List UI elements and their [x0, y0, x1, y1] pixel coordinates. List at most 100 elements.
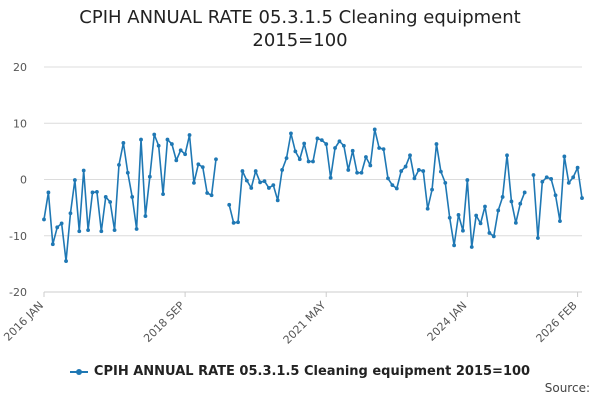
- data-point: [205, 191, 210, 195]
- data-point: [311, 159, 315, 164]
- data-point: [447, 215, 452, 220]
- data-point: [483, 204, 487, 209]
- x-tick-label: 2026 FEB: [534, 299, 580, 345]
- data-point: [284, 156, 289, 161]
- data-point: [77, 229, 82, 234]
- legend[interactable]: CPIH ANNUAL RATE 05.3.1.5 Cleaning equip…: [0, 364, 600, 379]
- data-point: [368, 163, 373, 168]
- data-point: [240, 169, 245, 173]
- data-point: [125, 170, 130, 175]
- data-point: [117, 162, 121, 167]
- data-point: [513, 220, 518, 225]
- legend-series-marker: [69, 367, 88, 377]
- data-point: [461, 228, 465, 233]
- data-point: [209, 193, 214, 198]
- data-point: [518, 201, 523, 206]
- data-point: [169, 142, 174, 146]
- data-point: [227, 202, 232, 207]
- data-point: [443, 180, 448, 185]
- data-point: [178, 148, 183, 153]
- data-point: [297, 157, 302, 162]
- data-point: [324, 142, 329, 146]
- data-point: [434, 142, 439, 146]
- data-point: [267, 186, 271, 190]
- data-point: [487, 231, 492, 235]
- data-point: [386, 176, 390, 181]
- data-point: [130, 195, 135, 199]
- source-label: Source:: [544, 381, 590, 395]
- data-point: [562, 154, 567, 159]
- y-tick-label: -20: [9, 286, 27, 299]
- data-point: [350, 148, 355, 153]
- data-point: [68, 211, 73, 216]
- data-point: [95, 189, 99, 194]
- data-point: [416, 168, 421, 172]
- data-point: [571, 175, 576, 180]
- data-point: [580, 196, 584, 200]
- data-point: [231, 220, 236, 225]
- data-point: [319, 138, 324, 143]
- data-point: [566, 180, 571, 185]
- x-tick-label: 2018 SEP: [141, 299, 187, 345]
- data-point: [112, 228, 117, 233]
- data-point: [500, 195, 505, 199]
- data-point: [59, 221, 64, 226]
- data-point: [381, 147, 386, 152]
- data-point: [143, 214, 148, 218]
- data-point: [42, 217, 46, 222]
- data-point: [187, 133, 192, 137]
- data-point: [438, 169, 443, 174]
- chart-title: CPIH ANNUAL RATE 05.3.1.5 Cleaning equip…: [0, 6, 600, 52]
- data-point: [372, 127, 377, 132]
- data-point: [531, 173, 536, 177]
- data-point: [377, 146, 382, 150]
- data-point: [302, 141, 307, 146]
- data-point: [72, 178, 77, 182]
- data-point: [328, 175, 333, 180]
- chart-title-line: CPIH ANNUAL RATE 05.3.1.5 Cleaning equip…: [79, 7, 521, 28]
- data-point: [306, 159, 311, 164]
- data-point: [355, 170, 359, 175]
- data-point: [244, 178, 249, 183]
- data-point: [540, 179, 545, 184]
- x-tick-label: 2021 MAY: [281, 299, 329, 347]
- data-point: [474, 213, 479, 218]
- data-point: [262, 179, 267, 184]
- y-tick-label: 0: [20, 174, 27, 187]
- data-point: [46, 190, 51, 195]
- data-point: [333, 146, 337, 150]
- data-point: [152, 132, 157, 137]
- data-point: [553, 193, 558, 198]
- series-line: [43, 128, 583, 262]
- chart-subtitle-line: 2015=100: [252, 30, 348, 51]
- data-point: [293, 149, 298, 154]
- data-point: [161, 192, 165, 197]
- data-point: [522, 190, 527, 195]
- data-point: [421, 169, 426, 173]
- data-point: [536, 236, 540, 240]
- data-point: [394, 186, 399, 191]
- data-point: [103, 195, 108, 199]
- data-point: [509, 199, 514, 204]
- data-point: [134, 227, 139, 231]
- data-point: [64, 259, 68, 263]
- data-point: [412, 176, 417, 181]
- data-point: [558, 219, 562, 224]
- data-point: [81, 168, 86, 173]
- data-point: [253, 169, 258, 173]
- data-point: [108, 200, 113, 204]
- y-tick-label: -10: [9, 230, 27, 243]
- data-point: [200, 165, 205, 170]
- data-point: [99, 229, 104, 234]
- data-point: [174, 158, 179, 163]
- data-point: [403, 164, 408, 169]
- data-point: [214, 157, 218, 162]
- data-point: [496, 208, 501, 213]
- data-point: [258, 180, 262, 185]
- data-point: [544, 175, 549, 180]
- data-point: [236, 220, 240, 225]
- data-point: [408, 153, 412, 158]
- data-point: [452, 243, 457, 248]
- data-point: [465, 178, 470, 182]
- data-point: [337, 139, 342, 144]
